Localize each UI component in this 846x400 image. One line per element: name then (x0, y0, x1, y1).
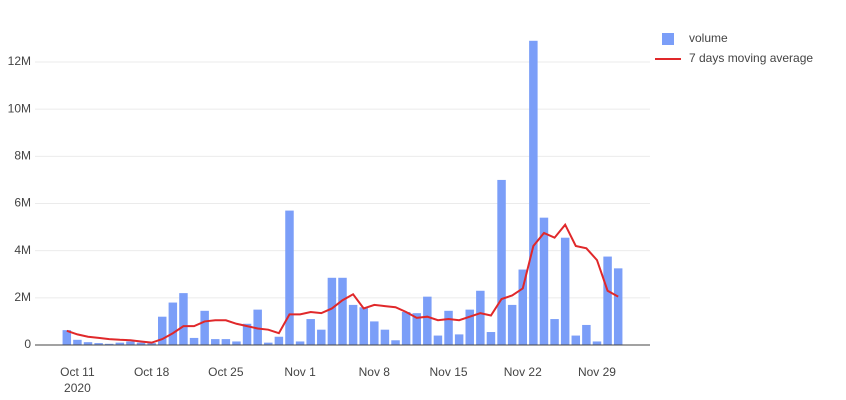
bar (571, 335, 581, 345)
bar (306, 319, 315, 345)
bar (136, 342, 146, 345)
x-tick-label: Oct 18 (134, 365, 170, 379)
bar (370, 321, 379, 345)
y-tick-label: 12M (8, 54, 31, 68)
x-tick-label: Nov 29 (578, 365, 616, 379)
legend-label: volume (689, 31, 728, 45)
bar (380, 329, 390, 345)
bar (613, 268, 623, 345)
bar (507, 304, 517, 345)
bar (592, 341, 602, 345)
bar (476, 290, 485, 345)
bar (433, 335, 443, 345)
bar (412, 313, 421, 345)
bar (317, 329, 326, 345)
bar (497, 179, 506, 345)
y-tick-label: 4M (14, 243, 31, 257)
bar (603, 256, 612, 345)
bar (274, 336, 284, 345)
bar (221, 339, 231, 345)
bar (104, 343, 114, 345)
bar (179, 293, 188, 345)
bar (83, 342, 93, 345)
bar (486, 332, 496, 345)
bar (401, 311, 411, 345)
bar (359, 307, 368, 345)
bar (73, 339, 82, 345)
bar (147, 343, 156, 345)
bar (126, 341, 135, 345)
bar (518, 269, 527, 345)
x-tick-label: Nov 22 (504, 365, 542, 379)
x-tick-label: Nov 15 (430, 365, 468, 379)
x-year-label: 2020 (64, 381, 91, 395)
bar (391, 340, 400, 345)
bar (327, 277, 337, 345)
bar (295, 341, 305, 345)
bar (115, 342, 125, 345)
legend-label: 7 days moving average (689, 51, 813, 65)
x-tick-label: Oct 11 (60, 365, 95, 379)
bar (253, 309, 262, 345)
bar (529, 40, 538, 345)
line (66, 222, 619, 344)
legend-swatch (662, 33, 674, 45)
x-tick-label: Oct 25 (208, 365, 244, 379)
bar (423, 296, 432, 345)
bar (200, 310, 209, 345)
y-tick-label: 2M (14, 290, 31, 304)
bar (465, 309, 474, 345)
bar (232, 341, 241, 345)
bar (264, 342, 273, 345)
y-tick-label: 0 (24, 337, 31, 351)
bar (444, 310, 453, 345)
bar (242, 323, 252, 345)
bar (285, 210, 294, 345)
bar (211, 339, 220, 345)
x-tick-label: Nov 1 (284, 365, 316, 379)
y-tick-label: 6M (14, 196, 31, 210)
bar (62, 330, 72, 345)
bar (560, 237, 570, 345)
bar (338, 277, 347, 345)
y-tick-label: 10M (8, 101, 31, 115)
bar (189, 337, 199, 345)
x-tick-label: Nov 8 (359, 365, 391, 379)
bar (158, 316, 167, 345)
bar (168, 302, 178, 345)
bar (94, 343, 103, 345)
bar (582, 324, 591, 345)
bar (454, 334, 464, 345)
bar (550, 319, 559, 345)
y-tick-label: 8M (14, 149, 31, 163)
bar (539, 217, 549, 345)
bar (348, 304, 358, 345)
